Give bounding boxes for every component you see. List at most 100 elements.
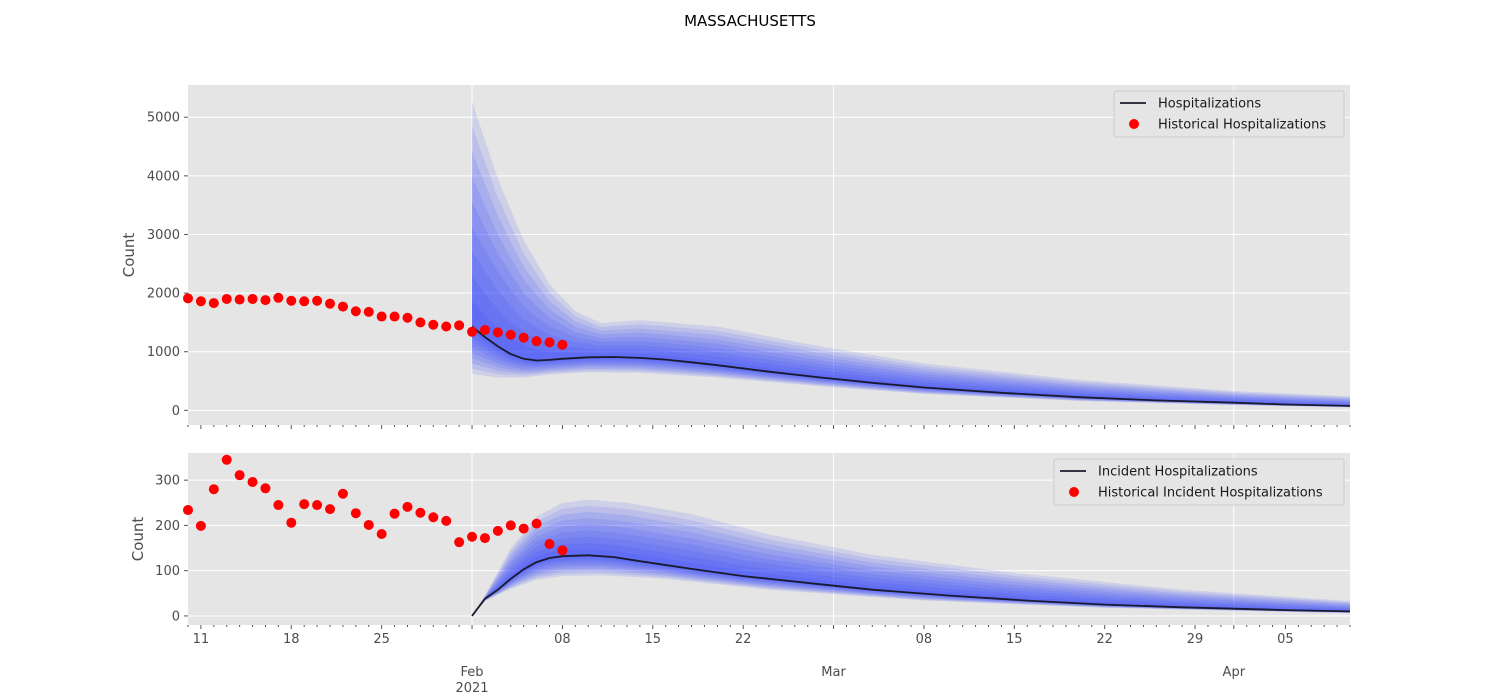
top-historical-point — [479, 325, 490, 336]
bottom-historical-point — [363, 519, 374, 530]
x-day-label: 22 — [735, 632, 752, 647]
bottom-historical-point — [221, 454, 232, 465]
bottom-uncertainty-band-8 — [472, 549, 1350, 616]
bottom-legend-label-line: Incident Hospitalizations — [1098, 465, 1258, 480]
hospitalizations-panel: 0 1000 2000 3000 4000 5000 Count Hospitalizatio… — [120, 85, 1351, 429]
bottom-historical-point — [544, 538, 555, 549]
bottom-plot-content — [471, 499, 1350, 617]
top-historical-point — [350, 306, 361, 317]
bottom-historical-point — [195, 520, 206, 531]
bottom-historical-point — [260, 483, 271, 494]
bottom-legend-box — [1053, 458, 1345, 506]
top-plot-area — [188, 85, 1350, 425]
top-ytick-label: 3000 — [147, 228, 180, 243]
bottom-historical-point — [441, 515, 452, 526]
bottom-historical-point — [518, 523, 529, 534]
x-day-label: 08 — [554, 632, 571, 647]
bottom-historical-point — [505, 520, 516, 531]
x-day-label: 15 — [1006, 632, 1023, 647]
bottom-median-line — [471, 554, 1350, 617]
top-historical-point — [531, 336, 542, 347]
top-historical-point — [337, 301, 348, 312]
bottom-uncertainty-band-4 — [472, 524, 1350, 616]
bottom-ytick-label: 200 — [155, 519, 180, 534]
bottom-historical-point — [325, 504, 336, 515]
x-day-label: 15 — [645, 632, 662, 647]
bottom-ytick-label: 100 — [155, 564, 180, 579]
top-historical-point — [415, 317, 426, 328]
top-median-line — [471, 325, 1350, 407]
bottom-legend-point-swatch — [1069, 487, 1079, 497]
bottom-uncertainty-band-3 — [472, 518, 1350, 616]
top-ytick-label: 4000 — [147, 169, 180, 184]
bottom-historical-point — [479, 533, 490, 544]
x-day-label: 18 — [283, 632, 300, 647]
top-uncertainty-band-8 — [472, 301, 1350, 407]
top-historical-point — [312, 295, 323, 306]
top-historical-point — [325, 298, 336, 309]
bottom-historical-point — [389, 508, 400, 519]
top-historical-point — [428, 319, 439, 330]
top-uncertainty-band-1 — [472, 126, 1350, 408]
top-historical-point — [557, 339, 568, 350]
bottom-historical-point — [467, 531, 478, 542]
bottom-uncertainty-band-7 — [472, 542, 1350, 616]
bottom-legend-label-points: Historical Incident Hospitalizations — [1098, 486, 1323, 501]
top-uncertainty-band-2 — [472, 151, 1350, 408]
top-historical-point — [389, 311, 400, 322]
bottom-historical-point — [557, 545, 568, 556]
bottom-historical-point — [234, 470, 245, 481]
bottom-historical-point — [428, 512, 439, 523]
top-historical-point — [260, 295, 271, 306]
bottom-historical-point — [402, 501, 413, 512]
bottom-y-axis-label: Count — [129, 517, 147, 562]
x-day-label: 05 — [1277, 632, 1294, 647]
bottom-historical-point — [415, 507, 426, 518]
top-historical-point — [183, 293, 193, 304]
x-day-label: 11 — [193, 632, 210, 647]
top-legend: Hospitalizations Historical Hospitalizati… — [1113, 90, 1345, 138]
bottom-uncertainty-band-6 — [472, 536, 1350, 616]
bottom-historical-point — [299, 499, 310, 510]
top-legend-point-swatch — [1129, 119, 1139, 129]
bottom-historical-point — [273, 500, 284, 511]
top-historical-point — [402, 312, 413, 323]
bottom-uncertainty-band-2 — [472, 512, 1350, 616]
top-historical-point — [544, 337, 555, 348]
x-month-label: Feb — [461, 665, 484, 680]
top-historical-point — [286, 295, 297, 306]
bottom-historical-point — [208, 484, 219, 495]
top-historical-point — [441, 321, 452, 332]
x-day-label: 29 — [1187, 632, 1204, 647]
top-uncertainty-band-0 — [472, 101, 1350, 408]
bottom-historical-point — [454, 537, 465, 548]
x-day-label: 22 — [1096, 632, 1113, 647]
bottom-uncertainty-band-5 — [472, 530, 1350, 616]
top-uncertainty-band-3 — [472, 176, 1350, 407]
top-historical-point — [492, 327, 503, 338]
top-historical-point — [247, 293, 258, 304]
top-ytick-label: 2000 — [147, 287, 180, 302]
top-historical-point — [363, 306, 374, 317]
incident-hospitalizations-panel: 0 100 200 300 Count Incident Hospitalizations… — [129, 453, 1351, 629]
bottom-historical-point — [531, 518, 542, 529]
x-day-label: 08 — [916, 632, 933, 647]
top-y-axis-label: Count — [120, 233, 138, 278]
figure-title: MASSACHUSETTS — [684, 12, 816, 30]
bottom-historical-point — [492, 525, 503, 536]
top-historical-point — [518, 332, 529, 343]
top-historical-point — [376, 311, 387, 322]
x-year-label: 2021 — [455, 681, 488, 696]
bottom-historical-point — [376, 529, 387, 540]
top-historical-point — [195, 296, 206, 307]
bottom-historical-point — [183, 505, 193, 516]
top-historical-point — [273, 292, 284, 303]
top-uncertainty-band-4 — [472, 201, 1350, 407]
x-day-label: 25 — [373, 632, 390, 647]
x-month-label: Mar — [821, 665, 846, 680]
top-legend-label-points: Historical Hospitalizations — [1158, 118, 1326, 133]
top-ytick-label: 0 — [172, 404, 180, 419]
top-historical-point — [234, 294, 245, 305]
top-historical-point — [467, 326, 478, 337]
